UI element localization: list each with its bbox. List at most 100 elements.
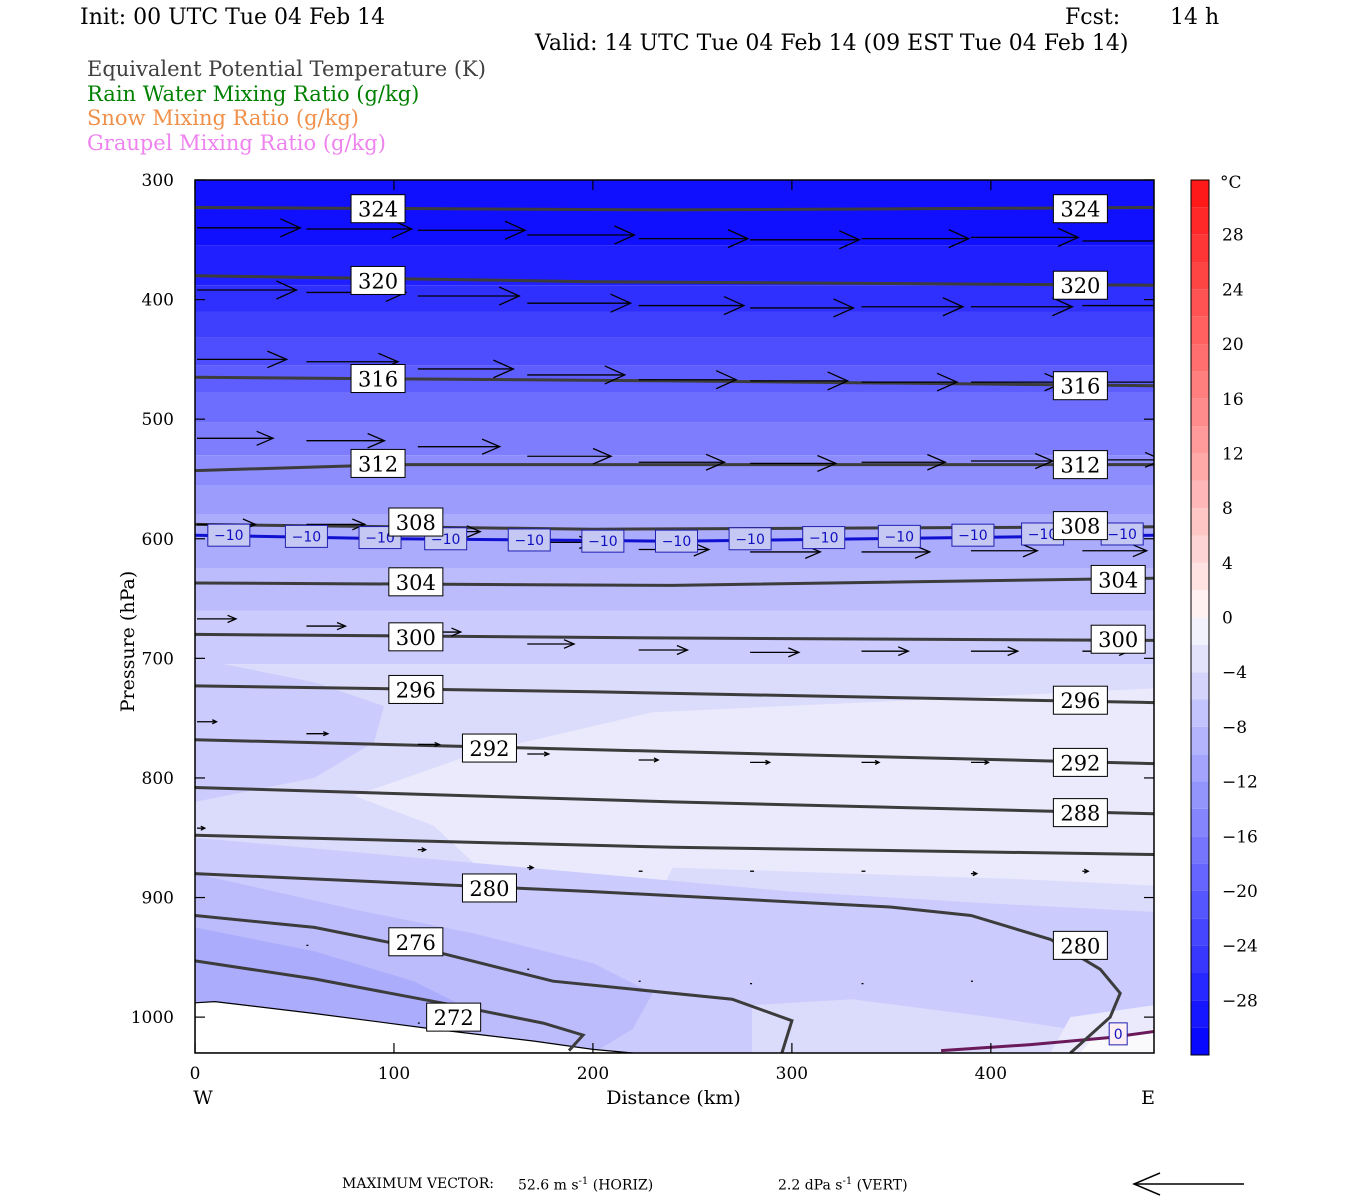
colorbar-swatch (1191, 699, 1209, 727)
wind-vector (750, 298, 856, 318)
x-tick-label: 200 (577, 1064, 609, 1084)
y-tick-label: 900 (142, 889, 174, 909)
theta-e-label-box (1052, 798, 1108, 828)
wind-vector (861, 759, 881, 765)
y-tick-label: 300 (142, 171, 174, 191)
wind-vector (638, 229, 750, 249)
theta-e-label: 312 (358, 452, 398, 476)
temperature-contour (940, 1030, 1154, 1053)
colorbar-swatch (1191, 289, 1209, 317)
y-tick-label: 500 (142, 410, 174, 430)
colorbar-swatch (1191, 945, 1209, 973)
colorbar-label: −24 (1222, 937, 1258, 957)
theta-e-label-box (1090, 624, 1146, 654)
theta-e-label: 280 (1060, 934, 1100, 958)
colorbar-label: 0 (1222, 609, 1233, 629)
wind-vector (527, 365, 627, 385)
colorbar-swatch (1191, 918, 1209, 946)
theta-e-label-box (388, 927, 444, 957)
wind-vector (638, 644, 690, 656)
wind-vector (750, 371, 850, 391)
theta-e-label: 296 (396, 678, 436, 702)
colorbar-label: 28 (1222, 226, 1244, 246)
temperature-label: −10 (1028, 527, 1058, 543)
temperature-shading (195, 180, 1154, 246)
colorbar-swatch (1191, 480, 1209, 509)
wind-vector (861, 646, 910, 657)
plot-frame (194, 179, 1155, 1054)
temperature-shading (195, 245, 1154, 286)
colorbar-swatch (1191, 426, 1209, 454)
theta-e-label: 316 (358, 368, 398, 392)
temperature-label-box (654, 529, 698, 553)
wind-vector (527, 865, 535, 871)
x-tick-label: 100 (378, 1064, 410, 1084)
temperature-label-box (207, 523, 251, 547)
wind-vector (417, 286, 521, 306)
colorbar-label: −20 (1222, 882, 1258, 902)
temperature-label: −10 (514, 533, 544, 549)
temperature-label-box (951, 523, 995, 547)
max-vector-horizontal: 52.6 m s-1 (HORIZ) (518, 1176, 654, 1194)
theta-e-contour (195, 684, 1154, 705)
colorbar-swatch (1191, 590, 1209, 618)
temperature-label-box (728, 527, 772, 551)
colorbar-swatch (1191, 371, 1209, 399)
colorbar-swatch (1191, 1027, 1209, 1055)
wind-vector (417, 438, 502, 455)
wind-vector (861, 297, 965, 317)
theta-e-contour (195, 576, 1154, 587)
theta-e-label: 304 (396, 571, 436, 595)
temperature-shading (195, 568, 1154, 611)
wind-vector (638, 370, 738, 390)
colorbar-swatch (1191, 180, 1209, 208)
max-vector-vertical: 2.2 dPa s-1 (VERT) (778, 1176, 908, 1194)
temperature-shading (195, 485, 1154, 515)
wind-vector (750, 230, 861, 250)
wind-vector (970, 544, 1039, 558)
theta-e-label: 308 (396, 511, 436, 535)
wind-vector (417, 220, 527, 240)
plot-area: −10 −10 −10 −10 −10 −10 −10 −10 −10 −10 −10 −10 −100… (195, 180, 1154, 1053)
colorbar-swatch (1191, 863, 1209, 891)
theta-e-label: 324 (358, 198, 398, 222)
theta-e-label: 280 (469, 877, 509, 901)
theta-e-label: 320 (358, 269, 398, 293)
theta-e-label-box (1052, 747, 1108, 777)
temperature-shading (195, 455, 1154, 485)
colorbar-label: −8 (1222, 718, 1247, 738)
wind-vector (196, 350, 289, 369)
temperature-label: −10 (292, 529, 322, 545)
colorbar-swatch (1191, 207, 1209, 235)
colorbar-label: 24 (1222, 280, 1244, 300)
wind-vector (417, 359, 515, 379)
y-tick-label: 400 (142, 291, 174, 311)
y-axis-title: Pressure (hPa) (117, 571, 139, 713)
cross-section-chart: −10 −10 −10 −10 −10 −10 −10 −10 −10 −10 −10 −10 −100… (117, 171, 1258, 1109)
legend-entry: Equivalent Potential Temperature (K) (87, 57, 486, 81)
temperature-label-box (507, 528, 551, 552)
colorbar-label: 4 (1222, 554, 1233, 574)
theta-e-label: 324 (1060, 198, 1100, 222)
theta-e-label-box (350, 448, 406, 478)
theta-e-label-box (350, 265, 406, 295)
colorbar-swatch (1191, 234, 1209, 263)
colorbar-label: −16 (1222, 827, 1258, 847)
x-axis-title: Distance (km) (606, 1087, 741, 1109)
colorbar-swatch (1191, 508, 1209, 536)
colorbar-swatch (1191, 836, 1209, 864)
colorbar-label: 12 (1222, 444, 1244, 464)
theta-e-label-box (1052, 685, 1108, 715)
wind-vector (861, 229, 971, 249)
y-tick-label: 700 (142, 649, 174, 669)
theta-e-label: 292 (469, 737, 509, 761)
wind-vector (638, 453, 727, 471)
wind-vector (1082, 240, 1154, 242)
x-tick-label: 0 (190, 1064, 201, 1084)
temperature-label: −10 (214, 528, 244, 544)
theta-e-label: 308 (1060, 515, 1100, 539)
wind-vector (1082, 304, 1154, 307)
colorbar-label: 16 (1222, 390, 1244, 410)
theta-e-label-box (1052, 270, 1108, 300)
wind-vector (970, 227, 1080, 247)
